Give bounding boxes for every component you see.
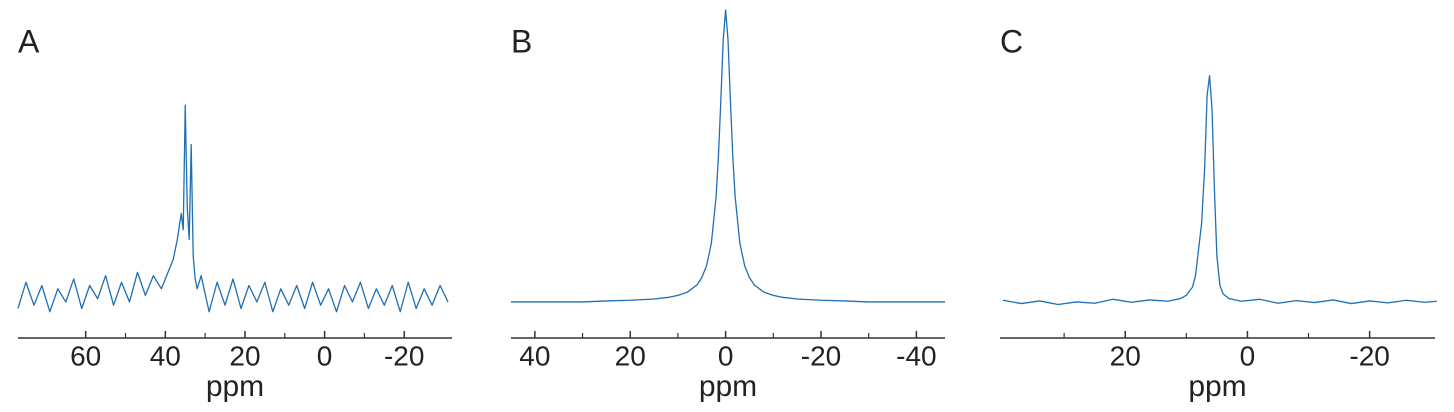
spectrum-line	[511, 9, 945, 303]
x-axis-label: ppm	[1188, 370, 1246, 403]
x-tick-label: 0	[718, 340, 734, 371]
spectrum-line	[17, 104, 449, 313]
x-tick-label: 0	[1240, 340, 1256, 371]
x-tick-label: 20	[1110, 340, 1141, 371]
panel-label: C	[1000, 23, 1023, 59]
spectrum-line	[1002, 74, 1437, 306]
x-tick-label: -20	[384, 340, 424, 371]
x-tick-label: -20	[1349, 340, 1389, 371]
x-tick-label: 40	[519, 340, 550, 371]
x-tick-label: 20	[615, 340, 646, 371]
x-tick-label: 60	[70, 340, 101, 371]
x-tick-label: -40	[896, 340, 936, 371]
panel-label: B	[511, 23, 532, 59]
x-axis-label: ppm	[206, 370, 264, 403]
x-axis-label: ppm	[699, 370, 757, 403]
panel-label: A	[18, 23, 40, 59]
x-tick-label: 20	[229, 340, 260, 371]
x-tick-label: 0	[317, 340, 333, 371]
x-tick-label: -20	[801, 340, 841, 371]
x-tick-label: 40	[150, 340, 181, 371]
